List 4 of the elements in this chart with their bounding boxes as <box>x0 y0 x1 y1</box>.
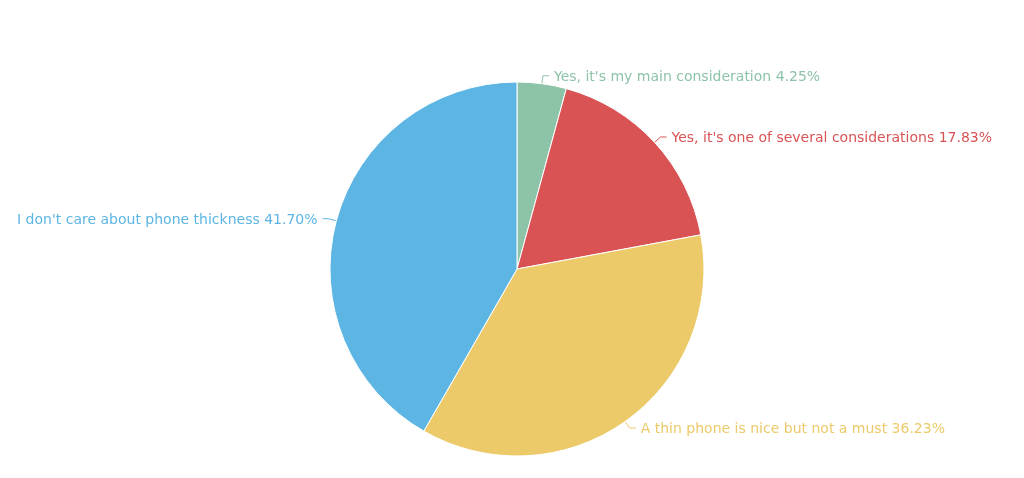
slice-label: A thin phone is nice but not a must 36.23% <box>640 420 945 437</box>
slice-label: I don't care about phone thickness 41.70% <box>17 210 318 227</box>
slice-label: Yes, it's one of several considerations 17.83% <box>670 128 993 145</box>
slice-label: Yes, it's my main consideration 4.25% <box>552 67 821 84</box>
